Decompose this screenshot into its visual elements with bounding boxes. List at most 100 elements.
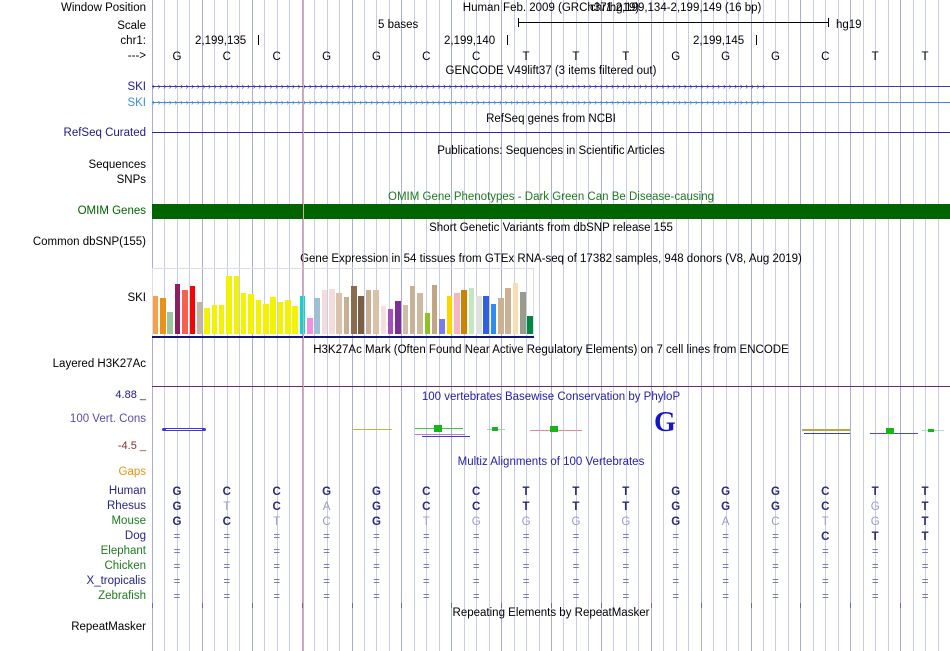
gtex-tissue-bar[interactable] [498, 298, 504, 334]
gtex-tissue-bar[interactable] [270, 297, 276, 334]
gtex-tissue-bar[interactable] [468, 287, 475, 334]
gtex-tissue-bar[interactable] [483, 295, 489, 334]
alignment-base: = [772, 591, 779, 603]
gtex-tissue-bar[interactable] [248, 294, 254, 334]
track-label-omim-genes[interactable]: OMIM Genes [77, 205, 146, 217]
gtex-tissue-bar[interactable] [351, 286, 357, 334]
alignment-row[interactable]: = = = = = = = = = = = = = C T T [152, 530, 950, 545]
gtex-tissue-bar[interactable] [277, 302, 284, 334]
gtex-tissue-bar[interactable] [527, 315, 533, 334]
gridline [663, 0, 664, 651]
gtex-tissue-bar[interactable] [505, 287, 511, 334]
gtex-tissue-bar[interactable] [453, 293, 460, 334]
gtex-tissue-bar[interactable] [255, 299, 262, 334]
gtex-tissue-bar[interactable] [490, 303, 497, 334]
alignment-base: = [173, 531, 181, 543]
track-label-ski-1[interactable]: SKI [127, 81, 146, 93]
gridline [364, 0, 365, 651]
alignment-base: T [572, 501, 580, 513]
gtex-tissue-bar[interactable] [299, 295, 306, 334]
track-label-sequences[interactable]: Sequences [88, 159, 146, 171]
track-label-gtex-ski[interactable]: SKI [127, 292, 146, 304]
h3k27ac-title: H3K27Ac Mark (Often Found Near Active Re… [313, 344, 789, 356]
species-label-x-tropicalis[interactable]: X_tropicalis [86, 575, 146, 587]
gtex-tissue-bar[interactable] [446, 295, 453, 334]
alignment-row[interactable]: = = = = = = = = = = = = = = = = [152, 560, 950, 575]
gtex-tissue-bar[interactable] [204, 307, 210, 334]
gtex-tissue-bar[interactable] [218, 304, 225, 334]
gtex-tissue-bar[interactable] [395, 301, 401, 334]
gene-row-ski-1[interactable]: ››››››››››››››››››››››››››››››››››››››››… [152, 81, 950, 92]
alignment-base: = [622, 591, 630, 603]
gtex-tissue-bar[interactable] [262, 303, 269, 334]
gtex-bar-chart[interactable] [152, 268, 534, 336]
gtex-tissue-bar[interactable] [365, 290, 372, 334]
alignment-base: = [522, 546, 530, 558]
species-label-human[interactable]: Human [108, 485, 146, 497]
gtex-tissue-bar[interactable] [358, 295, 365, 334]
gtex-tissue-bar[interactable] [409, 286, 416, 334]
species-label-dog[interactable]: Dog [124, 530, 146, 542]
species-label-mouse[interactable]: Mouse [111, 515, 146, 527]
repeat-tick [401, 603, 402, 608]
track-label-refseq[interactable]: RefSeq Curated [63, 127, 146, 139]
gtex-tissue-bar[interactable] [196, 302, 203, 334]
gtex-tissue-bar[interactable] [174, 283, 181, 334]
ruler-tick-0 [258, 35, 259, 45]
gtex-tissue-bar[interactable] [476, 295, 482, 334]
track-label-snps[interactable]: SNPs [116, 174, 146, 186]
gtex-tissue-bar[interactable] [226, 275, 232, 334]
gridline [489, 0, 490, 651]
gtex-tissue-bar[interactable] [417, 293, 423, 334]
gtex-tissue-bar[interactable] [343, 297, 350, 334]
gtex-tissue-bar[interactable] [160, 298, 166, 334]
gene-row-ski-2[interactable]: ››››››››››››››››››››››››››››››››››››››››… [152, 97, 950, 108]
gtex-tissue-bar[interactable] [314, 298, 320, 334]
alignment-row[interactable]: = = = = = = = = = = = = = = = = [152, 575, 950, 590]
gtex-tissue-bar[interactable] [512, 282, 519, 334]
gtex-tissue-bar[interactable] [211, 304, 218, 334]
gtex-tissue-bar[interactable] [182, 290, 188, 334]
gtex-tissue-bar[interactable] [285, 299, 291, 334]
species-label-zebrafish[interactable]: Zebrafish [98, 590, 146, 602]
gtex-tissue-bar[interactable] [152, 295, 159, 334]
alignment-row[interactable]: = = = = = = = = = = = = = = = = [152, 590, 950, 605]
gtex-tissue-bar[interactable] [167, 311, 174, 334]
gtex-tissue-bar[interactable] [233, 275, 240, 334]
gtex-tissue-bar[interactable] [402, 304, 409, 334]
track-label-common-dbsnp[interactable]: Common dbSNP(155) [32, 236, 146, 248]
gene-line-ski-2 [152, 102, 950, 103]
gtex-tissue-bar[interactable] [329, 289, 335, 334]
alignment-base: = [373, 561, 380, 573]
gtex-tissue-bar[interactable] [189, 286, 196, 334]
gtex-tissue-bar[interactable] [307, 317, 313, 334]
gtex-tissue-bar[interactable] [321, 290, 328, 334]
species-label-elephant[interactable]: Elephant [100, 545, 146, 557]
gtex-tissue-bar[interactable] [431, 285, 438, 334]
gtex-tissue-bar[interactable] [380, 306, 387, 334]
track-label-100-vert-cons[interactable]: 100 Vert. Cons [69, 413, 146, 425]
gtex-tissue-bar[interactable] [424, 312, 431, 334]
gtex-tissue-bar[interactable] [387, 308, 394, 334]
refseq-line[interactable] [152, 132, 950, 133]
gtex-tissue-bar[interactable] [520, 291, 526, 334]
omim-gene-bar[interactable] [152, 204, 950, 219]
gtex-tissue-bar[interactable] [336, 293, 342, 334]
track-label-repeatmasker[interactable]: RepeatMasker [71, 621, 146, 633]
track-label-h3k27ac[interactable]: Layered H3K27Ac [52, 358, 146, 370]
track-label-ski-2[interactable]: SKI [127, 97, 146, 109]
gtex-tissue-bar[interactable] [373, 290, 379, 334]
repeatmasker-title: Repeating Elements by RepeatMasker [452, 607, 650, 619]
species-label-chicken[interactable]: Chicken [104, 560, 146, 572]
gtex-tissue-bar[interactable] [439, 319, 445, 334]
gtex-tissue-bar[interactable] [240, 293, 247, 334]
gtex-tissue-bar[interactable] [292, 306, 298, 334]
gtex-tissue-bar[interactable] [461, 290, 467, 334]
alignment-base: T [273, 516, 281, 528]
alignment-base: = [223, 531, 231, 543]
alignment-row[interactable]: = = = = = = = = = = = = = = = = [152, 545, 950, 560]
species-label-rhesus[interactable]: Rhesus [107, 500, 146, 512]
